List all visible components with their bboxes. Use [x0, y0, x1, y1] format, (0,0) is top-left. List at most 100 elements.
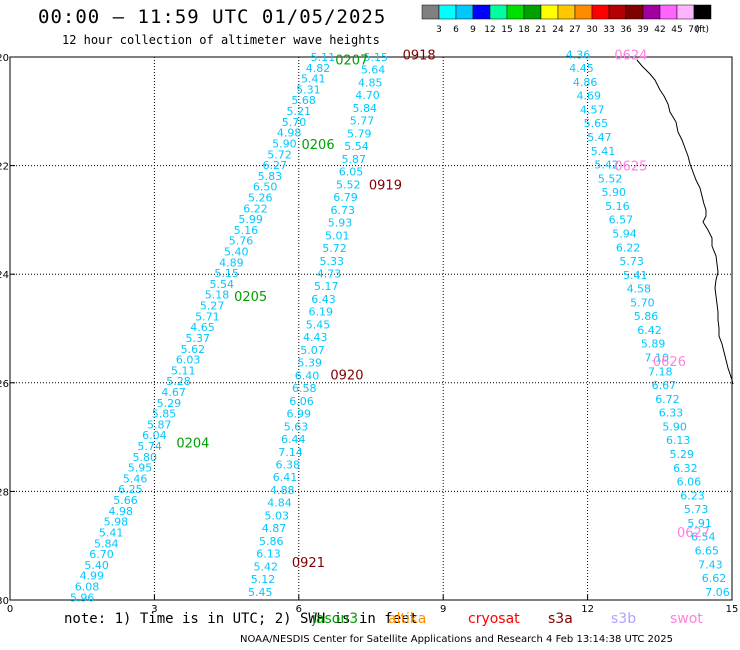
wave-height-value: 5.26 — [248, 191, 273, 204]
wave-height-value: 5.72 — [322, 242, 347, 255]
wave-height-value: 5.46 — [123, 472, 148, 485]
wave-height-value: 4.85 — [358, 76, 383, 89]
wave-height-value: 5.70 — [630, 296, 655, 309]
wave-height-value: 4.57 — [580, 103, 605, 116]
pass-label: 0627 — [677, 526, 710, 541]
wave-height-value: 5.54 — [344, 140, 369, 153]
track-labels: 0918 0919 0920 0921 0207 0206 0205 0204 0624 0625… — [176, 48, 710, 571]
x-tick-label: 6 — [296, 604, 302, 615]
wave-height-value: 5.16 — [605, 200, 630, 213]
color-scale-unit: (ft) — [695, 25, 709, 35]
pass-label: 0626 — [653, 355, 686, 370]
wave-height-value: 7.10 — [644, 352, 669, 365]
wave-height-value: 5.40 — [84, 559, 109, 572]
wave-height-value: 5.73 — [619, 255, 644, 268]
wave-height-value: 6.33 — [659, 407, 684, 420]
y-tick-label: -20 — [0, 53, 9, 64]
wave-height-value: 5.90 — [602, 186, 627, 199]
color-scale-label: 24 — [552, 25, 564, 35]
color-scale-label: 12 — [484, 25, 495, 35]
color-swatch — [574, 4, 593, 20]
wave-height-value: 5.47 — [587, 131, 612, 144]
wave-height-value: 5.11 — [311, 51, 336, 64]
wave-height-value: 6.22 — [243, 202, 268, 215]
pass-label: 0205 — [234, 290, 267, 305]
color-scale-label: 33 — [603, 25, 614, 35]
x-tick-label: 3 — [151, 604, 157, 615]
color-swatch — [659, 4, 678, 20]
wave-height-value: 4.88 — [270, 484, 295, 497]
wave-height-value: 6.06 — [289, 395, 314, 408]
wave-height-value: 5.77 — [350, 115, 375, 128]
wave-height-value: 5.41 — [99, 526, 124, 539]
satellite-legend-item: altika — [388, 611, 427, 627]
color-swatch — [693, 4, 712, 20]
wave-height-value: 5.31 — [296, 83, 321, 96]
coastline — [636, 59, 734, 385]
color-scale-label: 39 — [637, 25, 649, 35]
wave-height-value: 5.79 — [347, 127, 372, 140]
wave-height-value: 5.45 — [306, 318, 331, 331]
wave-height-value: 6.41 — [273, 471, 298, 484]
wave-height-value: 5.80 — [133, 451, 158, 464]
color-scale-label: 18 — [518, 25, 530, 35]
wave-height-value: 4.36 — [566, 48, 591, 61]
wave-height-value: 5.18 — [205, 289, 230, 302]
pass-label: 0206 — [302, 138, 335, 153]
wave-height-value: 4.69 — [576, 90, 601, 103]
wave-height-value: 5.17 — [314, 280, 339, 293]
color-scale-label: 45 — [671, 25, 682, 35]
wave-height-value: 6.27 — [262, 159, 287, 172]
wave-height-value: 5.28 — [166, 375, 191, 388]
wave-height-value: 4.58 — [627, 283, 652, 296]
wave-height-value: 5.03 — [265, 509, 290, 522]
satellite-legend-item: s3a — [548, 611, 573, 627]
color-swatch — [557, 4, 576, 20]
wave-height-value: 6.57 — [609, 214, 634, 227]
pass-label: 0624 — [614, 48, 647, 63]
wave-height-value: 4.45 — [569, 62, 594, 75]
wave-height-value: 5.29 — [670, 448, 695, 461]
wave-height-value: 5.12 — [251, 573, 276, 586]
wave-height-value: 5.98 — [104, 516, 129, 529]
wave-height-value: 5.45 — [248, 586, 273, 599]
color-swatch — [676, 4, 695, 20]
wave-height-value: 5.76 — [229, 235, 254, 248]
wave-height-value: 5.84 — [94, 537, 119, 550]
page-subtitle: 12 hour collection of altimeter wave hei… — [62, 33, 380, 47]
wave-height-value: 5.15 — [214, 267, 239, 280]
wave-height-value: 6.73 — [331, 204, 356, 217]
wave-height-value: 6.50 — [253, 181, 278, 194]
color-swatch — [455, 4, 474, 20]
y-tick-label: -22 — [0, 162, 9, 173]
wave-height-value: 4.87 — [262, 522, 287, 535]
wave-height-value: 4.98 — [108, 505, 133, 518]
wave-height-value: 5.65 — [584, 117, 609, 130]
color-swatch — [625, 4, 644, 20]
color-scale-label: 21 — [535, 25, 546, 35]
color-swatch — [591, 4, 610, 20]
pass-label: 0921 — [292, 556, 325, 571]
wave-height-value: 4.84 — [267, 497, 292, 510]
wave-height-value: 5.42 — [594, 159, 619, 172]
pass-label: 0204 — [176, 437, 209, 452]
wave-height-value: 5.01 — [325, 229, 350, 242]
wave-height-value: 5.70 — [282, 116, 307, 129]
wave-height-value: 5.87 — [147, 418, 172, 431]
footer-note: note: 1) Time is in UTC; 2) SWH is in fe… — [64, 611, 419, 627]
wave-height-value: 7.14 — [278, 446, 303, 459]
pass-label: 0918 — [403, 48, 436, 63]
wave-height-value: 5.11 — [171, 364, 196, 377]
color-scale-label: 6 — [453, 25, 459, 35]
wave-height-value: 5.86 — [634, 310, 659, 323]
color-swatch — [489, 4, 508, 20]
wave-height-value: 5.16 — [234, 224, 259, 237]
color-scale-label: 3 — [436, 25, 442, 35]
wave-height-value: 6.42 — [637, 324, 662, 337]
color-scale-label: 15 — [501, 25, 512, 35]
wave-height-value: 4.70 — [355, 89, 380, 102]
wave-height-value: 6.13 — [666, 434, 691, 447]
x-tick-label: 9 — [440, 604, 446, 615]
wave-height-value: 5.99 — [238, 213, 263, 226]
wave-height-value: 6.38 — [276, 459, 301, 472]
